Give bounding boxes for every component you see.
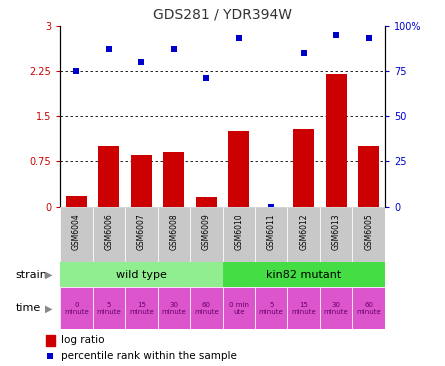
Bar	[352, 207, 385, 262]
Bar	[125, 207, 158, 262]
Text: 5
minute: 5 minute	[97, 302, 121, 315]
Point	[268, 204, 275, 210]
Bar	[190, 207, 222, 262]
Text: ▶: ▶	[44, 303, 52, 313]
Bar	[358, 146, 379, 207]
Bar	[66, 196, 87, 207]
Bar	[222, 207, 255, 262]
Bar	[163, 152, 184, 207]
Text: 5
minute: 5 minute	[259, 302, 283, 315]
Bar	[60, 207, 93, 262]
Text: log ratio: log ratio	[61, 335, 105, 346]
Bar	[287, 287, 320, 329]
Text: percentile rank within the sample: percentile rank within the sample	[61, 351, 237, 361]
Point	[235, 36, 243, 41]
Bar	[255, 207, 287, 262]
Text: 30
minute: 30 minute	[162, 302, 186, 315]
Text: GSM6011: GSM6011	[267, 213, 276, 250]
Bar	[222, 287, 255, 329]
Point	[73, 68, 80, 74]
Text: 60
minute: 60 minute	[194, 302, 218, 315]
Bar	[326, 74, 347, 207]
Bar	[190, 287, 222, 329]
Text: kin82 mutant: kin82 mutant	[266, 269, 341, 280]
Point	[47, 353, 54, 359]
Bar	[158, 287, 190, 329]
Text: 15
minute: 15 minute	[291, 302, 316, 315]
Point	[170, 46, 178, 52]
Title: GDS281 / YDR394W: GDS281 / YDR394W	[153, 8, 292, 22]
Bar	[352, 287, 385, 329]
Bar	[222, 262, 385, 287]
Point	[105, 46, 113, 52]
Text: GSM6012: GSM6012	[299, 213, 308, 250]
Bar	[320, 207, 352, 262]
Text: GSM6006: GSM6006	[104, 213, 113, 250]
Text: 0
minute: 0 minute	[64, 302, 89, 315]
Text: 30
minute: 30 minute	[324, 302, 348, 315]
Bar	[158, 207, 190, 262]
Text: time: time	[16, 303, 41, 313]
Bar	[255, 287, 287, 329]
Text: ▶: ▶	[44, 269, 52, 280]
Text: 60
minute: 60 minute	[356, 302, 381, 315]
Text: GSM6004: GSM6004	[72, 213, 81, 250]
Bar	[320, 287, 352, 329]
Point	[138, 59, 145, 65]
Text: GSM6007: GSM6007	[137, 213, 146, 250]
Text: GSM6009: GSM6009	[202, 213, 211, 250]
Bar	[93, 207, 125, 262]
Point	[203, 75, 210, 81]
Text: GSM6013: GSM6013	[332, 213, 341, 250]
Bar	[60, 287, 93, 329]
Text: GSM6008: GSM6008	[169, 213, 178, 250]
Text: GSM6005: GSM6005	[364, 213, 373, 250]
Point	[365, 36, 372, 41]
Point	[333, 32, 340, 38]
Bar	[98, 146, 119, 207]
Bar	[293, 130, 314, 207]
Bar	[60, 262, 222, 287]
Bar	[46, 335, 55, 346]
Bar	[287, 207, 320, 262]
Bar	[228, 131, 249, 207]
Bar	[93, 287, 125, 329]
Text: GSM6010: GSM6010	[234, 213, 243, 250]
Text: 0 min
ute: 0 min ute	[229, 302, 249, 315]
Text: strain: strain	[16, 269, 48, 280]
Bar	[125, 287, 158, 329]
Bar	[131, 156, 152, 207]
Text: 15
minute: 15 minute	[129, 302, 154, 315]
Bar	[196, 197, 217, 207]
Text: wild type: wild type	[116, 269, 167, 280]
Point	[300, 50, 307, 56]
